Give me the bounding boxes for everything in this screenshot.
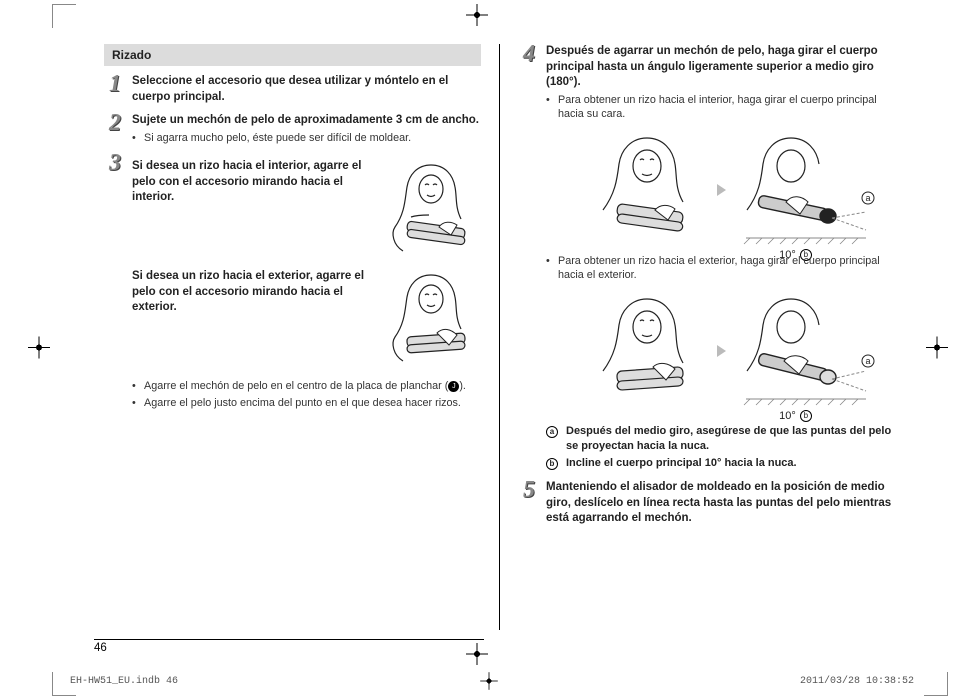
arrow-icon	[717, 345, 726, 357]
section-title: Rizado	[104, 44, 481, 66]
crop-mark-tl	[52, 4, 76, 28]
note-a: a Después del medio giro, asegúrese de q…	[546, 424, 896, 454]
step-4-bullet-interior-text: Para obtener un rizo hacia el interior, …	[558, 93, 896, 122]
note-a-text: Después del medio giro, asegúrese de que…	[566, 424, 896, 454]
step-4-bullet-interior: •Para obtener un rizo hacia el interior,…	[546, 93, 896, 122]
step-num-5: 5	[518, 480, 540, 529]
registration-mark-top	[468, 6, 486, 29]
svg-text:a: a	[865, 356, 870, 366]
illustration-pair-exterior: a 10° b	[546, 291, 896, 411]
step-3-exterior-row: Si desea un rizo hacia el exterior, agar…	[132, 269, 481, 369]
step-5: 5 Manteniendo el alisador de moldeado en…	[518, 480, 896, 529]
registration-mark-left	[30, 339, 48, 362]
step-4-bullet-exterior: •Para obtener un rizo hacia el exterior,…	[546, 254, 896, 283]
arrow-icon	[717, 184, 726, 196]
j-icon: J	[448, 381, 459, 392]
registration-mark-right	[928, 339, 946, 362]
step-2-bullet-text: Si agarra mucho pelo, éste puede ser dif…	[144, 131, 411, 146]
step-4: 4 Después de agarrar un mechón de pelo, …	[518, 44, 896, 474]
step-3-bullet-1-text: Agarre el mechón de pelo en el centro de…	[144, 379, 466, 394]
content-columns: Rizado 1 Seleccione el accesorio que des…	[94, 44, 906, 630]
note-b-text: Incline el cuerpo principal 10° hacia la…	[566, 456, 797, 471]
page-number: 46	[94, 639, 484, 654]
illustration-exterior-after: a 10° b	[736, 291, 856, 411]
step-3-interior-text: Si desea un rizo hacia el interior, agar…	[132, 159, 371, 206]
column-left: Rizado 1 Seleccione el accesorio que des…	[94, 44, 500, 630]
illustration-interior-before	[587, 130, 707, 250]
footer: EH-HW51_EU.indb 46 2011/03/28 10:38:52	[70, 672, 914, 690]
footer-file: EH-HW51_EU.indb 46	[70, 676, 178, 687]
step-1: 1 Seleccione el accesorio que desea util…	[104, 74, 481, 107]
illustration-pair-interior: a 10° b	[546, 130, 896, 250]
step-3-exterior-text: Si desea un rizo hacia el exterior, agar…	[132, 269, 371, 316]
illustration-interior	[381, 159, 481, 259]
step-4-bullet-exterior-text: Para obtener un rizo hacia el exterior, …	[558, 254, 896, 283]
step-3-bullet-2-text: Agarre el pelo justo encima del punto en…	[144, 396, 461, 411]
crop-mark-br	[924, 672, 948, 696]
step-3-interior-row: Si desea un rizo hacia el interior, agar…	[132, 159, 481, 259]
step-num-3: 3	[104, 153, 126, 412]
step-3-bullet-2: •Agarre el pelo justo encima del punto e…	[132, 396, 481, 411]
step-2-bullet: •Si agarra mucho pelo, éste puede ser di…	[132, 131, 481, 146]
note-b: b Incline el cuerpo principal 10° hacia …	[546, 456, 896, 471]
step-5-title: Manteniendo el alisador de moldeado en l…	[546, 480, 896, 527]
step-1-title: Seleccione el accesorio que desea utiliz…	[132, 74, 481, 105]
registration-mark-footer	[482, 674, 496, 688]
angle-label-exterior: 10° b	[736, 409, 856, 424]
footer-timestamp: 2011/03/28 10:38:52	[800, 676, 914, 687]
column-right: 4 Después de agarrar un mechón de pelo, …	[500, 44, 906, 630]
step-3-bullet-1: • Agarre el mechón de pelo en el centro …	[132, 379, 481, 394]
illustration-interior-after: a 10° b	[736, 130, 856, 250]
step-num-1: 1	[104, 74, 126, 107]
step-num-2: 2	[104, 113, 126, 147]
svg-text:a: a	[865, 193, 870, 203]
step-4-title: Después de agarrar un mechón de pelo, ha…	[546, 44, 896, 91]
step-num-4: 4	[518, 44, 540, 474]
page: Rizado 1 Seleccione el accesorio que des…	[0, 0, 954, 700]
step-2-title: Sujete un mechón de pelo de aproximadame…	[132, 113, 481, 129]
step-2: 2 Sujete un mechón de pelo de aproximada…	[104, 113, 481, 147]
illustration-exterior	[381, 269, 481, 369]
illustration-exterior-before	[587, 291, 707, 411]
step-3: 3 Si desea un rizo hacia el interior, ag…	[104, 153, 481, 412]
